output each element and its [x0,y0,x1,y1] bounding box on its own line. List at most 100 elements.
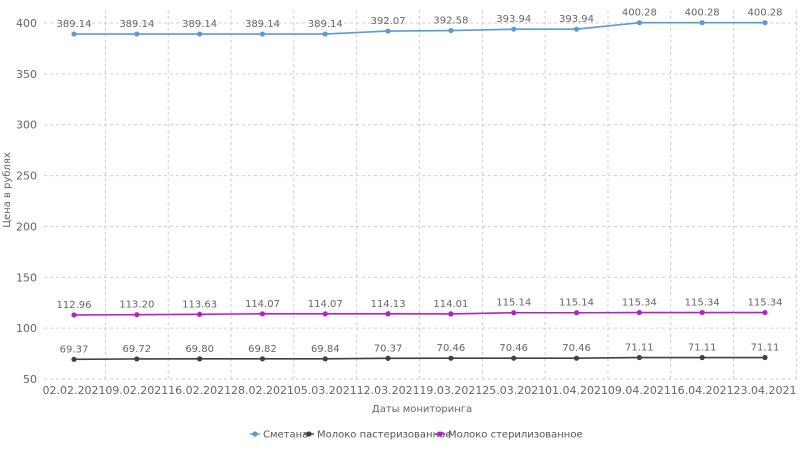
data-label: 393.94 [559,14,594,25]
data-point [197,31,203,37]
data-label: 71.11 [625,343,654,354]
data-label: 115.34 [748,298,783,309]
data-point [573,355,580,361]
series-line [73,311,765,316]
y-tick-label: 400 [16,17,37,30]
legend-marker [306,431,312,437]
data-label: 400.28 [622,8,657,19]
x-tick-label: 28.02.2021 [231,384,294,397]
data-point [385,28,391,34]
data-point [511,355,517,361]
data-point [134,312,140,318]
data-point [448,27,454,34]
series-lines [71,20,768,362]
y-tick-label: 200 [16,220,37,233]
y-tick-label: 150 [16,271,37,284]
data-label: 393.94 [496,14,531,25]
data-point [322,31,328,37]
data-label: 71.11 [688,343,717,354]
data-point [134,31,140,37]
data-point [699,309,705,316]
data-point [511,26,517,32]
data-point [448,311,454,317]
x-tick-label: 19.03.2021 [419,384,482,397]
data-label: 69.37 [60,344,89,355]
data-point [699,354,705,361]
data-point [573,310,580,316]
x-tick-label: 09.04.2021 [608,384,671,397]
data-point [573,26,580,32]
data-label: 389.14 [245,19,280,30]
data-label: 70.37 [374,343,403,354]
data-point [385,355,391,361]
data-label: 392.58 [433,16,468,27]
data-point [636,20,642,26]
data-point [322,311,328,317]
data-label: 115.34 [622,298,657,309]
data-label: 114.13 [371,299,406,310]
x-tick-label: 01.04.2021 [545,384,608,397]
data-labels: 389.14 389.14 389.14 389.14 389.14 392.07 392.… [57,8,783,356]
data-point [636,354,642,361]
data-label: 113.20 [119,300,154,311]
data-label: 389.14 [182,19,217,30]
data-point [134,356,140,362]
data-label: 389.14 [57,19,92,30]
y-tick-label: 300 [16,119,37,132]
data-point [448,355,454,361]
data-point [71,31,77,37]
data-point [71,356,77,362]
data-label: 69.82 [248,344,277,355]
data-label: 400.28 [748,8,783,19]
data-label: 71.11 [751,343,780,354]
data-label: 400.28 [685,8,720,19]
x-tick-label: 09.02.2021 [105,384,168,397]
data-label: 115.34 [685,298,720,309]
data-point [762,309,768,316]
data-point [762,20,768,26]
x-tick-label: 16.04.2021 [671,384,734,397]
y-tick-label: 250 [16,170,37,183]
series-line [73,356,765,361]
data-point [699,20,705,26]
legend-marker [437,431,443,437]
y-tick-label: 350 [16,68,37,81]
y-axis-label: Цена в рублях [2,152,13,228]
x-tick-label: 12.03.2021 [357,384,420,397]
x-tick-label: 02.02.2021 [43,384,106,397]
x-tick-label: 05.03.2021 [294,384,357,397]
data-label: 70.46 [562,343,591,354]
data-label: 389.14 [119,19,154,30]
data-label: 115.14 [559,298,594,309]
data-label: 114.01 [433,299,468,310]
x-axis-label: Даты мониторинга [372,404,472,415]
x-tick-label: 16.02.2021 [168,384,231,397]
data-label: 113.63 [182,299,217,310]
data-label: 114.07 [308,299,343,310]
legend-item-label: Молоко пастеризованное [317,430,451,441]
x-tick-label: 23.04.2021 [734,384,797,397]
data-point [259,311,266,317]
data-point [511,310,517,316]
data-label: 69.72 [122,344,151,355]
data-label: 115.14 [496,298,531,309]
series-line [74,21,765,35]
axes: 50 100 150 200 250 300 350 400 02.02.2021 09.02.2… [16,17,796,397]
data-point [385,311,391,317]
data-point [636,309,642,316]
legend-marker [252,431,258,437]
data-label: 69.84 [311,344,340,355]
legend-item-label: Сметана [263,430,308,441]
x-tick-label: 25.03.2021 [482,384,545,397]
data-label: 389.14 [308,19,343,30]
data-point [322,356,328,362]
data-label: 114.07 [245,299,280,310]
data-point [71,312,77,318]
data-label: 70.46 [499,343,528,354]
data-label: 70.46 [437,343,466,354]
data-label: 112.96 [57,300,92,311]
data-point [197,311,203,317]
y-tick-label: 100 [16,322,37,335]
legend-item-label: Молоко стерилизованное [448,430,583,441]
